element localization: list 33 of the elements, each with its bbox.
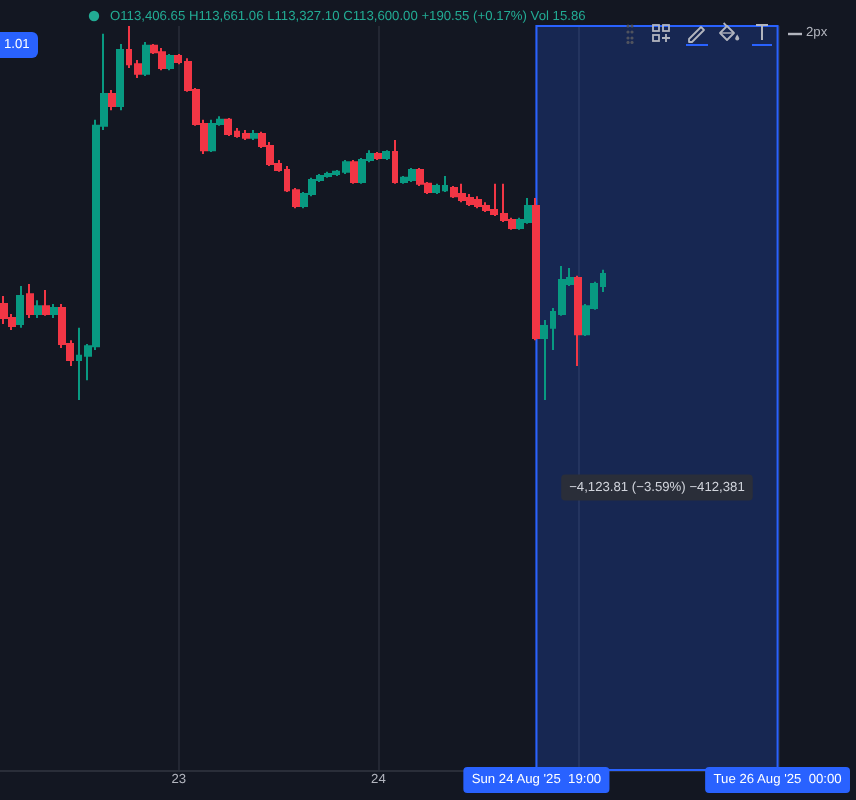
candlestick: [374, 151, 382, 161]
candlestick: [358, 157, 366, 185]
candlestick: [0, 295, 8, 326]
candlestick: [42, 289, 50, 317]
candlestick: [408, 167, 416, 183]
candlestick: [116, 42, 124, 112]
candlestick: [108, 88, 116, 112]
candlestick: [224, 117, 232, 137]
candlestick: [142, 41, 150, 78]
candlestick: [266, 140, 274, 167]
candlestick: [250, 128, 258, 142]
candlestick: [324, 170, 332, 179]
candlestick: [158, 47, 166, 72]
candlestick: [574, 274, 582, 367]
candlestick: [466, 192, 474, 207]
candlestick: [382, 149, 390, 161]
candlestick: [458, 182, 466, 204]
candlestick: [416, 167, 424, 188]
candlestick: [26, 283, 34, 320]
candlestick: [432, 182, 440, 195]
candlestick: [400, 174, 408, 185]
candlestick: [392, 139, 398, 185]
candlestick: [166, 53, 174, 72]
candlestick: [474, 195, 482, 210]
candlestick: [242, 128, 250, 142]
candlestick: [50, 302, 58, 320]
candlestick: [16, 284, 24, 329]
candlestick: [208, 118, 216, 154]
candlestick: [524, 197, 532, 225]
candlestick: [532, 197, 540, 342]
candlestick: [350, 158, 358, 185]
candlestick: [450, 185, 458, 200]
candlestick: [34, 299, 42, 320]
